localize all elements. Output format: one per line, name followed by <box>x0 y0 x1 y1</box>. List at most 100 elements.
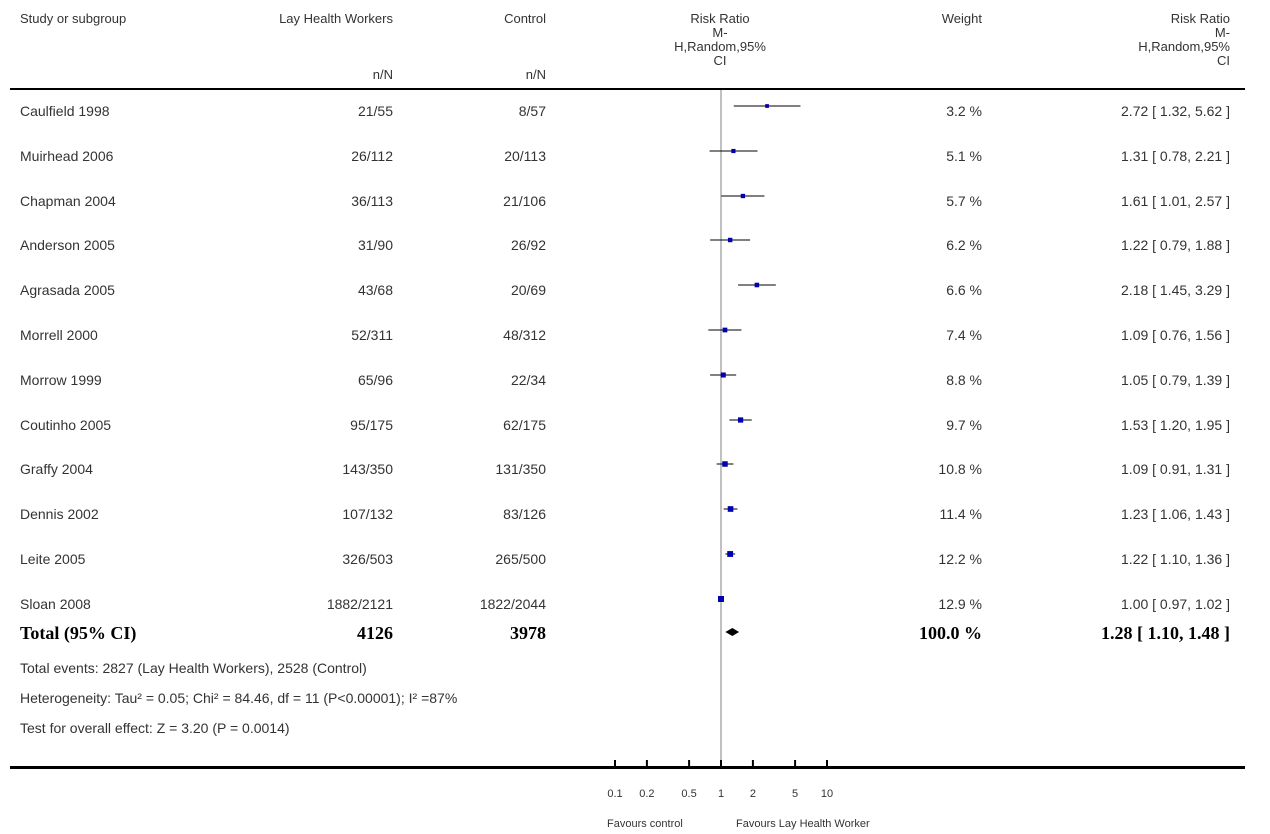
study-name: Dennis 2002 <box>20 506 99 522</box>
study-weight: 9.7 % <box>946 417 982 433</box>
header-study: Study or subgroup <box>20 11 127 26</box>
study-weight: 5.1 % <box>946 148 982 164</box>
table-row: Sloan 2008 1882/2121 1822/2044 12.9 % 1.00 [… <box>0 596 1270 618</box>
treatment-events: 52/311 <box>351 327 393 343</box>
treatment-events: 107/132 <box>342 506 393 522</box>
total-label: Total (95% CI) <box>20 623 137 643</box>
axis-tick-label: 0.5 <box>681 788 697 800</box>
point-marker <box>754 282 760 288</box>
control-events: 21/106 <box>503 193 546 209</box>
total-weight: 100.0 % <box>919 623 982 643</box>
study-weight: 12.9 % <box>938 596 982 612</box>
study-rr: 1.23 [ 1.06, 1.43 ] <box>1121 506 1230 522</box>
table-row: Coutinho 2005 95/175 62/175 9.7 % 1.53 [ 1.2… <box>0 417 1270 439</box>
control-events: 83/126 <box>503 506 546 522</box>
study-weight: 3.2 % <box>946 103 982 119</box>
study-rr: 1.09 [ 0.76, 1.56 ] <box>1121 327 1230 343</box>
study-weight: 10.8 % <box>938 461 982 477</box>
control-events: 20/113 <box>504 148 546 164</box>
bottom-rule <box>10 766 1245 769</box>
table-row: Morrell 2000 52/311 48/312 7.4 % 1.09 [ 0.76… <box>0 327 1270 349</box>
study-name: Graffy 2004 <box>20 461 93 477</box>
study-rr: 1.00 [ 0.97, 1.02 ] <box>1121 596 1230 612</box>
study-name: Morrow 1999 <box>20 372 102 388</box>
axis-tick-label: 10 <box>820 788 834 800</box>
treatment-events: 36/113 <box>351 193 393 209</box>
overall-effect: Test for overall effect: Z = 3.20 (P = 0… <box>20 720 290 736</box>
table-row: Caulfield 1998 21/55 8/57 3.2 % 2.72 [ 1.32,… <box>0 103 1270 125</box>
study-rr: 1.53 [ 1.20, 1.95 ] <box>1121 417 1230 433</box>
point-marker <box>737 417 744 423</box>
pooled-diamond <box>725 628 740 636</box>
control-events: 265/500 <box>495 551 546 567</box>
point-marker <box>722 461 728 467</box>
point-marker <box>765 104 769 108</box>
axis-tick-label: 0.2 <box>639 788 655 800</box>
study-rr: 1.31 [ 0.78, 2.21 ] <box>1121 148 1230 164</box>
treatment-events: 43/68 <box>357 282 393 298</box>
header-treatment-sub: n/N <box>372 67 393 82</box>
table-row: Morrow 1999 65/96 22/34 8.8 % 1.05 [ 0.79, 1… <box>0 372 1270 394</box>
header-weight: Weight <box>941 11 982 26</box>
point-marker <box>727 551 734 557</box>
study-name: Sloan 2008 <box>20 596 91 612</box>
point-marker <box>718 596 724 602</box>
table-row: Chapman 2004 36/113 21/106 5.7 % 1.61 [ 1.01… <box>0 193 1270 215</box>
axis-tick-label: 2 <box>749 788 756 800</box>
study-weight: 8.8 % <box>946 372 982 388</box>
point-marker <box>727 237 733 243</box>
study-name: Anderson 2005 <box>20 237 115 253</box>
point-marker <box>722 327 728 333</box>
header-control-sub: n/N <box>525 67 546 82</box>
total-control: 3978 <box>510 623 546 643</box>
study-rr: 2.18 [ 1.45, 3.29 ] <box>1121 282 1230 298</box>
point-marker <box>740 193 746 199</box>
control-events: 48/312 <box>503 327 546 343</box>
treatment-events: 21/55 <box>357 103 393 119</box>
control-events: 20/69 <box>510 282 546 298</box>
control-events: 8/57 <box>518 103 546 119</box>
axis-tick-label: 1 <box>717 788 725 800</box>
treatment-events: 326/503 <box>342 551 393 567</box>
study-name: Morrell 2000 <box>20 327 98 343</box>
header-rr-text: Risk Ratio M- H,Random,95% CI <box>1138 11 1230 68</box>
study-rr: 1.22 [ 0.79, 1.88 ] <box>1121 237 1230 253</box>
favours-right: Favours Lay Health Worker <box>736 818 870 830</box>
study-weight: 7.4 % <box>946 327 982 343</box>
treatment-events: 65/96 <box>357 372 393 388</box>
treatment-events: 31/90 <box>357 237 393 253</box>
header-rr-plot: Risk Ratio M- H,Random,95% CI <box>674 11 766 68</box>
treatment-events: 95/175 <box>350 417 393 433</box>
study-rr: 1.22 [ 1.10, 1.36 ] <box>1121 551 1230 567</box>
study-name: Muirhead 2006 <box>20 148 114 164</box>
control-events: 131/350 <box>495 461 546 477</box>
heterogeneity: Heterogeneity: Tau² = 0.05; Chi² = 84.46… <box>20 690 458 706</box>
total-rr: 1.28 [ 1.10, 1.48 ] <box>1101 623 1230 643</box>
point-marker <box>731 148 736 154</box>
table-row: Muirhead 2006 26/112 20/113 5.1 % 1.31 [ 0.7… <box>0 148 1270 170</box>
study-weight: 6.6 % <box>946 282 982 298</box>
study-name: Leite 2005 <box>20 551 86 567</box>
axis-tick-label: 5 <box>792 788 799 800</box>
treatment-events: 143/350 <box>342 461 393 477</box>
total-row: Total (95% CI) 4126 3978 100.0 % 1.28 [ … <box>0 623 1270 645</box>
header-rule <box>10 88 1245 90</box>
favours-left: Favours control <box>607 818 683 830</box>
study-rr: 1.05 [ 0.79, 1.39 ] <box>1121 372 1230 388</box>
control-events: 1822/2044 <box>479 596 546 612</box>
control-events: 26/92 <box>510 237 546 253</box>
study-weight: 5.7 % <box>946 193 982 209</box>
study-name: Agrasada 2005 <box>20 282 115 298</box>
study-name: Coutinho 2005 <box>20 417 112 433</box>
control-events: 62/175 <box>503 417 546 433</box>
study-rr: 1.61 [ 1.01, 2.57 ] <box>1121 193 1230 209</box>
table-row: Graffy 2004 143/350 131/350 10.8 % 1.09 [ 0.… <box>0 461 1270 483</box>
control-events: 22/34 <box>510 372 546 388</box>
table-row: Leite 2005 326/503 265/500 12.2 % 1.22 [ 1.1… <box>0 551 1270 573</box>
study-weight: 11.4 % <box>939 506 982 522</box>
table-row: Dennis 2002 107/132 83/126 11.4 % 1.23 [ 1.0… <box>0 506 1270 528</box>
study-weight: 6.2 % <box>946 237 982 253</box>
table-row: Anderson 2005 31/90 26/92 6.2 % 1.22 [ 0.79,… <box>0 237 1270 259</box>
study-rr: 2.72 [ 1.32, 5.62 ] <box>1121 103 1230 119</box>
